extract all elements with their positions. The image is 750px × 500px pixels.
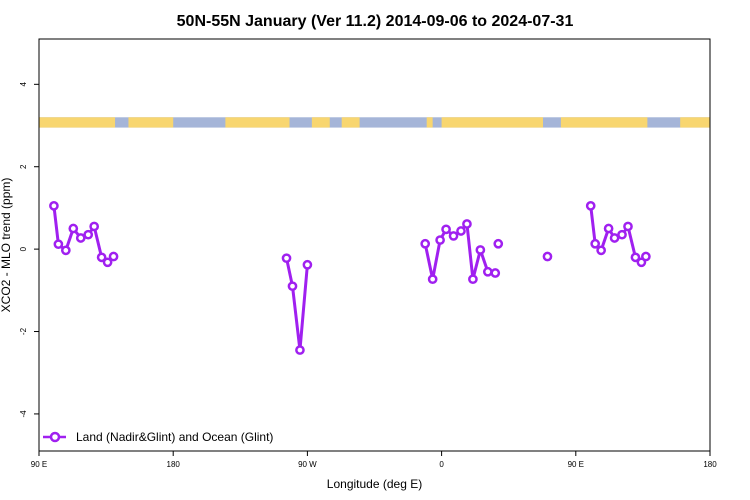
data-point: [609, 233, 620, 243]
data-point: [60, 245, 71, 256]
y-tick-label: 4: [19, 82, 28, 87]
data-point: [295, 345, 305, 355]
series-line: [285, 257, 309, 352]
legend: Land (Nadir&Glint) and Ocean (Glint): [43, 430, 273, 444]
data-point: [108, 251, 119, 262]
data-point: [287, 281, 298, 292]
data-point: [83, 229, 94, 240]
x-tick-label: 180: [703, 460, 717, 469]
data-point: [49, 201, 59, 211]
data-point: [53, 239, 64, 250]
data-point: [493, 238, 504, 249]
band-land: [128, 117, 174, 128]
data-point: [590, 238, 601, 249]
data-point: [585, 201, 596, 211]
y-tick-label: -2: [19, 327, 28, 335]
band-land: [560, 117, 648, 128]
data-point: [448, 231, 459, 241]
data-point: [75, 233, 86, 243]
band-land: [225, 117, 290, 128]
data-point: [441, 224, 451, 235]
data-point: [462, 219, 472, 229]
legend-label: Land (Nadir&Glint) and Ocean (Glint): [76, 430, 273, 444]
x-axis: 90 E 180 90 W 0 90 E 180: [31, 451, 717, 469]
data-point: [542, 251, 553, 262]
x-tick-label: 0: [439, 460, 444, 469]
data-point: [641, 251, 651, 262]
data-point: [482, 266, 493, 277]
data-point: [89, 221, 100, 232]
data-point: [302, 259, 313, 270]
data-point: [475, 245, 486, 255]
y-tick-label: 0: [19, 246, 28, 251]
legend-marker: [49, 431, 61, 443]
x-tick-label: 90 E: [568, 460, 584, 469]
data-point: [68, 223, 79, 234]
data-point: [427, 274, 438, 285]
y-axis: -4 -2 0 2 4: [19, 82, 39, 418]
data-point: [420, 238, 431, 249]
band-ocean: [39, 117, 710, 128]
data-point: [596, 245, 606, 256]
band-land: [426, 117, 433, 128]
y-axis-label: XCO2 - MLO trend (ppm): [0, 178, 13, 313]
band-land: [311, 117, 330, 128]
data-point: [490, 268, 501, 278]
data-point: [623, 221, 633, 232]
x-tick-label: 180: [167, 460, 181, 469]
chart-title: 50N-55N January (Ver 11.2) 2014-09-06 to…: [177, 13, 574, 30]
data-point: [102, 257, 113, 268]
data-point: [281, 253, 292, 264]
plot-frame: [38, 38, 711, 452]
data-point: [96, 252, 107, 263]
data-point: [435, 235, 445, 245]
band-land: [680, 117, 710, 128]
band-land: [341, 117, 360, 128]
x-tick-label: 90 W: [298, 460, 317, 469]
data-point: [603, 223, 614, 234]
y-tick-label: 2: [19, 164, 28, 169]
series-layer: [49, 201, 651, 355]
x-tick-label: 90 E: [31, 460, 47, 469]
data-point: [468, 274, 478, 285]
band-land: [39, 117, 116, 128]
data-point: [630, 252, 641, 263]
data-point: [456, 226, 466, 236]
data-point: [617, 229, 627, 240]
x-axis-label: Longitude (deg E): [327, 477, 422, 491]
y-tick-label: -4: [19, 410, 28, 418]
land-ocean-band: [39, 117, 710, 128]
band-land: [441, 117, 543, 128]
